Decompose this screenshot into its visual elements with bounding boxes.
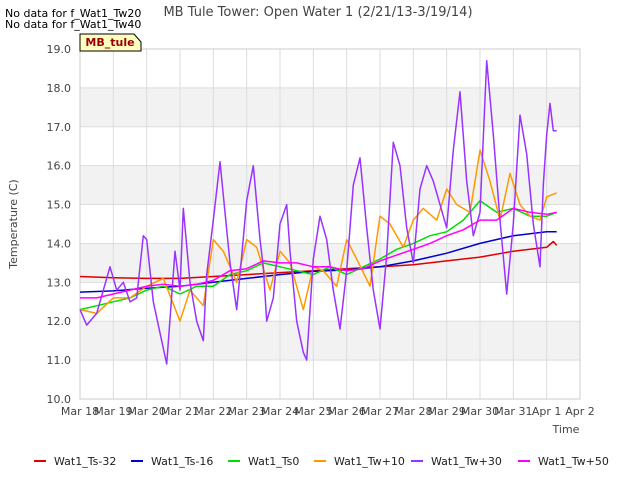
no-data-note-1: No data for f_Wat1_Tw20 [5, 7, 142, 20]
y-tick-label: 17.0 [47, 121, 72, 134]
series-line-wat1-tw-30 [79, 59, 557, 365]
plot-band [80, 87, 580, 127]
legend-label: Wat1_Tw+10 [334, 455, 405, 468]
x-tick-label: Mar 23 [228, 405, 266, 418]
y-tick-label: 15.0 [47, 199, 72, 212]
site-tag: MB_tule [79, 33, 142, 52]
y-tick-label: 18.0 [47, 82, 72, 95]
site-tag-label: MB_tule [85, 36, 134, 49]
x-tick-label: Mar 24 [261, 405, 299, 418]
y-tick-label: 16.0 [47, 160, 72, 173]
x-tick-label: Mar 20 [128, 405, 166, 418]
legend-label: Wat1_Ts-16 [151, 455, 213, 468]
y-tick-label: 13.0 [47, 276, 72, 289]
y-tick-label: 14.0 [47, 237, 72, 250]
x-tick-label: Mar 28 [394, 405, 432, 418]
y-tick-label: 12.0 [47, 315, 72, 328]
x-tick-label: Mar 19 [94, 405, 132, 418]
y-tick-label: 19.0 [47, 43, 72, 56]
x-tick-label: Mar 22 [194, 405, 232, 418]
plot-bands [80, 87, 580, 361]
x-tick-label: Mar 18 [61, 405, 99, 418]
x-tick-label: Mar 27 [361, 405, 399, 418]
x-tick-label: Mar 25 [294, 405, 332, 418]
y-tick-label: 10.0 [47, 393, 72, 406]
legend-label: Wat1_Tw+50 [538, 455, 609, 468]
x-tick-label: Mar 30 [461, 405, 499, 418]
x-tick-label: Mar 29 [428, 405, 466, 418]
plot-frame [79, 48, 581, 400]
x-tick-label: Mar 31 [494, 405, 532, 418]
chart-title: MB Tule Tower: Open Water 1 (2/21/13-3/1… [163, 5, 472, 20]
series-lines [79, 59, 558, 365]
legend-label: Wat1_Tw+30 [431, 455, 502, 468]
legend: Wat1_Ts-32 Wat1_Ts-16 Wat1_Ts0 Wat1_Tw+10 Wa… [34, 455, 609, 468]
x-axis-label: Time [552, 423, 580, 436]
series-line-wat1-tw-10 [79, 149, 557, 322]
legend-label: Wat1_Ts0 [248, 455, 299, 468]
x-tick-label: Mar 26 [328, 405, 366, 418]
no-data-note-2: No data for f_Wat1_Tw40 [5, 18, 142, 31]
plot-band [80, 321, 580, 361]
series-line-wat1-tw-50 [80, 207, 557, 299]
x-tick-label: Apr 1 [532, 405, 562, 418]
y-tick-labels: 10.0 11.0 12.0 13.0 14.0 15.0 16.0 17.0 18.0 19.0 [47, 43, 72, 406]
x-tick-label: Apr 2 [565, 405, 595, 418]
y-tick-label: 11.0 [47, 354, 72, 367]
legend-label: Wat1_Ts-32 [54, 455, 116, 468]
series-line-wat1-ts-16 [79, 231, 557, 293]
y-axis-label: Temperature (C) [7, 179, 20, 269]
x-tick-label: Mar 21 [161, 405, 199, 418]
